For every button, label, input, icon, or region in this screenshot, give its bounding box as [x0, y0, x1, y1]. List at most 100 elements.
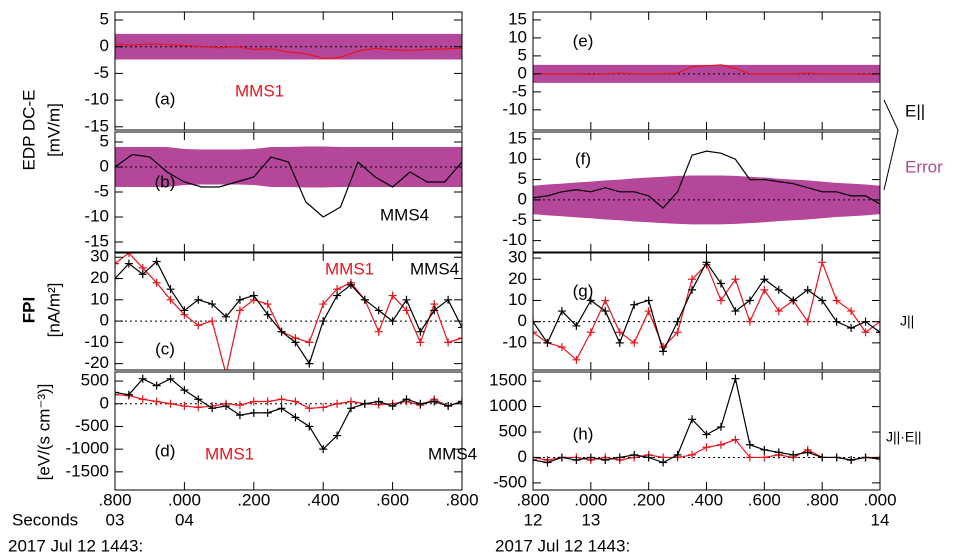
marker	[333, 291, 342, 300]
y-tick-label: 500	[499, 422, 527, 441]
marker	[194, 295, 203, 304]
y-tick-label: 10	[90, 289, 109, 308]
y-tick-label: -5	[94, 63, 109, 82]
marker	[152, 381, 161, 390]
marker	[319, 317, 328, 326]
je-unit: [eV/(s cm⁻³)]	[34, 384, 53, 481]
marker	[444, 295, 453, 304]
y-tick-label: 10	[508, 27, 527, 46]
y-tick-label: 5	[100, 9, 109, 28]
series-line	[115, 153, 462, 218]
y-tick-label: -15	[84, 116, 109, 135]
marker	[180, 386, 189, 395]
marker	[152, 257, 161, 266]
marker	[847, 324, 856, 333]
y-tick-label: -10	[502, 230, 527, 249]
fpi-unit: [nA/m²]	[44, 283, 63, 338]
epar-label: E||	[905, 101, 925, 120]
series-line	[115, 253, 462, 370]
marker	[305, 338, 314, 347]
y-tick-label: -500	[75, 416, 109, 435]
marker	[291, 397, 300, 406]
plot-area	[115, 253, 462, 370]
y-tick-label: -1000	[66, 439, 109, 458]
marker	[305, 404, 314, 413]
marker	[166, 374, 175, 383]
y-tick-label: 20	[508, 269, 527, 288]
plot-area	[533, 258, 880, 364]
marker	[152, 397, 161, 406]
y-tick-label: 0	[518, 63, 527, 82]
error-band	[533, 64, 880, 83]
series-name: MMS4	[428, 444, 477, 463]
x-sublabel: 14	[871, 510, 890, 529]
fpi-label: FPI	[19, 297, 38, 323]
marker	[263, 408, 272, 417]
edp-label: EDP DC-E	[19, 90, 38, 171]
x-tick-label: .400	[307, 490, 340, 509]
marker	[818, 296, 827, 305]
marker	[760, 453, 769, 462]
x-tick-label: .600	[376, 490, 409, 509]
date-label: 2017 Jul 12 1443:	[495, 536, 630, 555]
y-tick-label: -5	[94, 181, 109, 200]
marker	[557, 343, 566, 352]
edp-unit: [mV/m]	[44, 103, 63, 157]
x-axis-label: Seconds	[12, 510, 78, 529]
panel-label: (f)	[575, 149, 591, 168]
marker	[166, 285, 175, 294]
plot-area	[115, 146, 462, 218]
marker	[235, 295, 244, 304]
panel-label: (a)	[155, 89, 176, 108]
marker	[416, 338, 425, 347]
marker	[166, 399, 175, 408]
marker	[333, 399, 342, 408]
marker	[789, 450, 798, 459]
error-label: Error	[905, 157, 943, 176]
y-tick-label: 10	[508, 290, 527, 309]
marker	[789, 296, 798, 305]
marker	[601, 455, 610, 464]
marker	[305, 422, 314, 431]
series-name: MMS1	[205, 444, 254, 463]
marker	[444, 402, 453, 411]
marker	[416, 399, 425, 408]
marker	[774, 307, 783, 316]
marker	[319, 403, 328, 412]
marker	[876, 454, 880, 463]
marker	[235, 306, 244, 315]
marker	[402, 295, 411, 304]
y-tick-label: 30	[508, 248, 527, 267]
series-name: MMS1	[325, 259, 374, 278]
y-tick-label: 0	[518, 311, 527, 330]
marker	[319, 445, 328, 454]
y-tick-label: 10	[508, 149, 527, 168]
marker	[138, 395, 147, 404]
marker	[138, 270, 147, 279]
x-tick-label: .200	[632, 490, 665, 509]
x-sublabel: 12	[524, 510, 543, 529]
marker	[760, 275, 769, 284]
marker	[346, 280, 355, 289]
y-tick-label: 0	[518, 447, 527, 466]
marker	[235, 401, 244, 410]
marker	[388, 291, 397, 300]
marker	[688, 450, 697, 459]
marker	[745, 317, 754, 326]
marker	[774, 448, 783, 457]
marker	[861, 317, 870, 326]
panel-label: (e)	[573, 31, 594, 50]
marker	[180, 402, 189, 411]
y-tick-label: -10	[84, 206, 109, 225]
marker	[194, 321, 203, 330]
marker	[194, 395, 203, 404]
marker	[291, 338, 300, 347]
y-tick-label: 15	[508, 128, 527, 147]
marker	[166, 295, 175, 304]
marker	[760, 445, 769, 454]
marker	[222, 312, 231, 321]
marker	[402, 395, 411, 404]
marker	[360, 295, 369, 304]
marker	[586, 453, 595, 462]
y-tick-label: -10	[502, 99, 527, 118]
